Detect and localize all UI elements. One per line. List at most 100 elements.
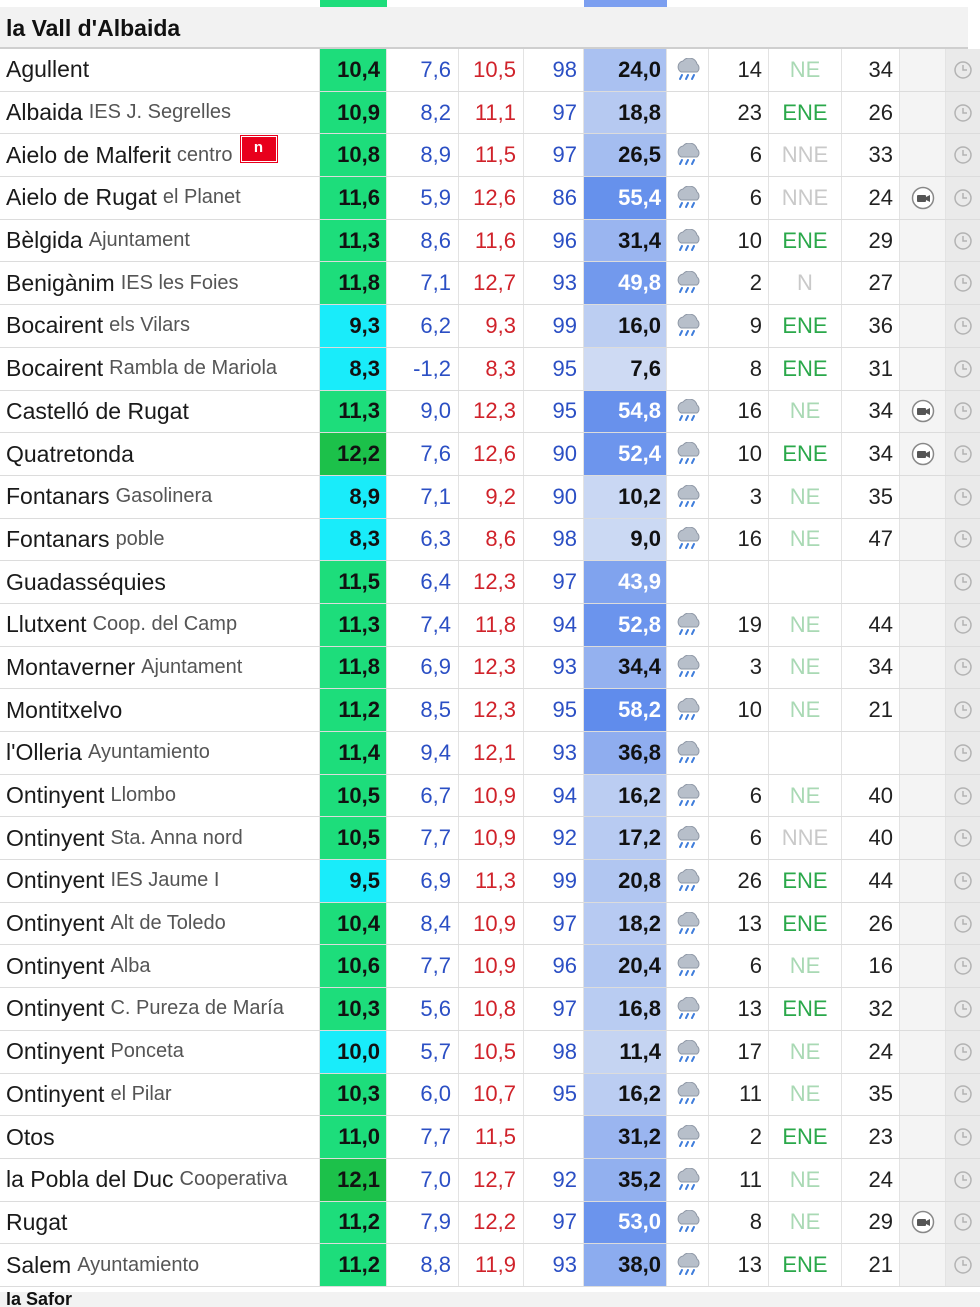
station-name[interactable]: Ontinyent <box>6 952 105 979</box>
station-name[interactable]: Salem <box>6 1251 72 1278</box>
clock-icon[interactable] <box>953 615 973 635</box>
history-cell[interactable] <box>946 646 980 689</box>
camera-icon[interactable] <box>911 442 935 466</box>
camera-icon[interactable] <box>911 186 935 210</box>
table-row[interactable]: Ontinyent C. Pureza de María 10,3 5,6 10… <box>0 988 980 1031</box>
station-name[interactable]: Bocairent <box>6 355 104 382</box>
station-name-cell[interactable]: Aielo de Malferit centro n <box>0 134 320 177</box>
station-name[interactable]: Fontanars <box>6 483 110 510</box>
station-name[interactable]: Aielo de Malferit <box>6 141 171 168</box>
table-row[interactable]: Ontinyent el Pilar 10,3 6,0 10,7 95 16,2… <box>0 1073 980 1117</box>
station-name-cell[interactable]: Ontinyent IES Jaume I <box>0 860 320 902</box>
station-name[interactable]: Bocairent <box>6 312 104 339</box>
camera-icon[interactable] <box>911 1210 935 1234</box>
clock-icon[interactable] <box>953 444 973 464</box>
station-name[interactable]: Ontinyent <box>6 824 105 851</box>
table-row[interactable]: Fontanars Gasolinera 8,9 7,1 9,2 90 10,2… <box>0 475 980 519</box>
station-name[interactable]: Castelló de Rugat <box>6 397 189 424</box>
camera-icon[interactable] <box>911 399 935 423</box>
station-name[interactable]: Fontanars <box>6 525 110 552</box>
clock-icon[interactable] <box>953 1170 973 1190</box>
history-cell[interactable] <box>946 305 980 347</box>
table-row[interactable]: Llutxent Coop. del Camp 11,3 7,4 11,8 94… <box>0 603 980 647</box>
table-row[interactable]: Agullent 10,4 7,6 10,5 98 24,0 14 NE 34 <box>0 49 980 92</box>
history-cell[interactable] <box>946 860 980 902</box>
history-cell[interactable] <box>946 774 980 817</box>
table-row[interactable]: Albaida IES J. Segrelles 10,9 8,2 11,1 9… <box>0 91 980 135</box>
clock-icon[interactable] <box>953 871 973 891</box>
history-cell[interactable] <box>946 518 980 561</box>
table-row[interactable]: Ontinyent Alt de Toledo 10,4 8,4 10,9 97… <box>0 902 980 946</box>
history-cell[interactable] <box>946 1201 980 1244</box>
station-name-cell[interactable]: Bèlgida Ajuntament <box>0 219 320 262</box>
station-name-cell[interactable]: Benigànim IES les Foies <box>0 262 320 305</box>
station-name-cell[interactable]: Salem Ayuntamiento <box>0 1244 320 1286</box>
station-name-cell[interactable]: Llutxent Coop. del Camp <box>0 603 320 646</box>
history-cell[interactable] <box>946 475 980 518</box>
history-cell[interactable] <box>946 732 980 774</box>
history-cell[interactable] <box>946 689 980 731</box>
table-row[interactable]: Otos 11,0 7,7 11,5 31,2 2 ENE 23 <box>0 1116 980 1159</box>
station-name[interactable]: Ontinyent <box>6 1080 105 1107</box>
table-row[interactable]: Ontinyent Alba 10,6 7,7 10,9 96 20,4 6 N… <box>0 945 980 989</box>
station-name[interactable]: Llutxent <box>6 611 87 638</box>
clock-icon[interactable] <box>953 103 973 123</box>
clock-icon[interactable] <box>953 1084 973 1104</box>
table-row[interactable]: Fontanars poble 8,3 6,3 8,6 98 9,0 16 NE… <box>0 518 980 562</box>
history-cell[interactable] <box>946 561 980 603</box>
clock-icon[interactable] <box>953 828 973 848</box>
clock-icon[interactable] <box>953 231 973 251</box>
history-cell[interactable] <box>946 902 980 945</box>
station-name[interactable]: Ontinyent <box>6 910 105 937</box>
clock-icon[interactable] <box>953 188 973 208</box>
clock-icon[interactable] <box>953 743 973 763</box>
station-name[interactable]: Benigànim <box>6 269 115 296</box>
clock-icon[interactable] <box>953 359 973 379</box>
table-row[interactable]: Montaverner Ajuntament 11,8 6,9 12,3 93 … <box>0 646 980 690</box>
station-name[interactable]: Ontinyent <box>6 995 105 1022</box>
history-cell[interactable] <box>946 91 980 134</box>
station-name-cell[interactable]: Bocairent els Vilars <box>0 305 320 347</box>
clock-icon[interactable] <box>953 145 973 165</box>
history-cell[interactable] <box>946 134 980 177</box>
clock-icon[interactable] <box>953 273 973 293</box>
clock-icon[interactable] <box>953 60 973 80</box>
station-name-cell[interactable]: Montaverner Ajuntament <box>0 646 320 689</box>
station-name[interactable]: Ontinyent <box>6 782 105 809</box>
history-cell[interactable] <box>946 1116 980 1158</box>
station-name[interactable]: Aielo de Rugat <box>6 184 157 211</box>
station-name[interactable]: l'Olleria <box>6 739 82 766</box>
history-cell[interactable] <box>946 1073 980 1116</box>
station-name[interactable]: Bèlgida <box>6 227 83 254</box>
table-row[interactable]: Salem Ayuntamiento 11,2 8,8 11,9 93 38,0… <box>0 1244 980 1287</box>
table-row[interactable]: Rugat 11,2 7,9 12,2 97 53,0 8 NE 29 <box>0 1201 980 1245</box>
clock-icon[interactable] <box>953 999 973 1019</box>
table-row[interactable]: Ontinyent Sta. Anna nord 10,5 7,7 10,9 9… <box>0 817 980 861</box>
table-row[interactable]: Quatretonda 12,2 7,6 12,6 90 52,4 10 ENE… <box>0 433 980 476</box>
history-cell[interactable] <box>946 390 980 433</box>
table-row[interactable]: Ontinyent IES Jaume I 9,5 6,9 11,3 99 20… <box>0 860 980 903</box>
history-cell[interactable] <box>946 1158 980 1201</box>
station-name-cell[interactable]: Rugat <box>0 1201 320 1244</box>
table-row[interactable]: Bocairent Rambla de Mariola 8,3 -1,2 8,3… <box>0 347 980 391</box>
n-badge-icon[interactable]: n <box>240 136 277 163</box>
history-cell[interactable] <box>946 219 980 262</box>
station-name-cell[interactable]: Guadasséquies <box>0 561 320 603</box>
station-name-cell[interactable]: Ontinyent Sta. Anna nord <box>0 817 320 860</box>
clock-icon[interactable] <box>953 316 973 336</box>
clock-icon[interactable] <box>953 786 973 806</box>
station-name-cell[interactable]: Montitxelvo <box>0 689 320 731</box>
table-row[interactable]: Ontinyent Ponceta 10,0 5,7 10,5 98 11,4 … <box>0 1030 980 1074</box>
clock-icon[interactable] <box>953 487 973 507</box>
history-cell[interactable] <box>946 817 980 860</box>
history-cell[interactable] <box>946 49 980 91</box>
history-cell[interactable] <box>946 1030 980 1073</box>
station-name[interactable]: Ontinyent <box>6 1038 105 1065</box>
history-cell[interactable] <box>946 1244 980 1286</box>
station-name-cell[interactable]: Ontinyent C. Pureza de María <box>0 988 320 1030</box>
clock-icon[interactable] <box>953 401 973 421</box>
table-row[interactable]: Bèlgida Ajuntament 11,3 8,6 11,6 96 31,4… <box>0 219 980 263</box>
table-row[interactable]: Aielo de Rugat el Planet 11,6 5,9 12,6 8… <box>0 177 980 220</box>
station-name-cell[interactable]: Ontinyent Alba <box>0 945 320 988</box>
clock-icon[interactable] <box>953 1042 973 1062</box>
